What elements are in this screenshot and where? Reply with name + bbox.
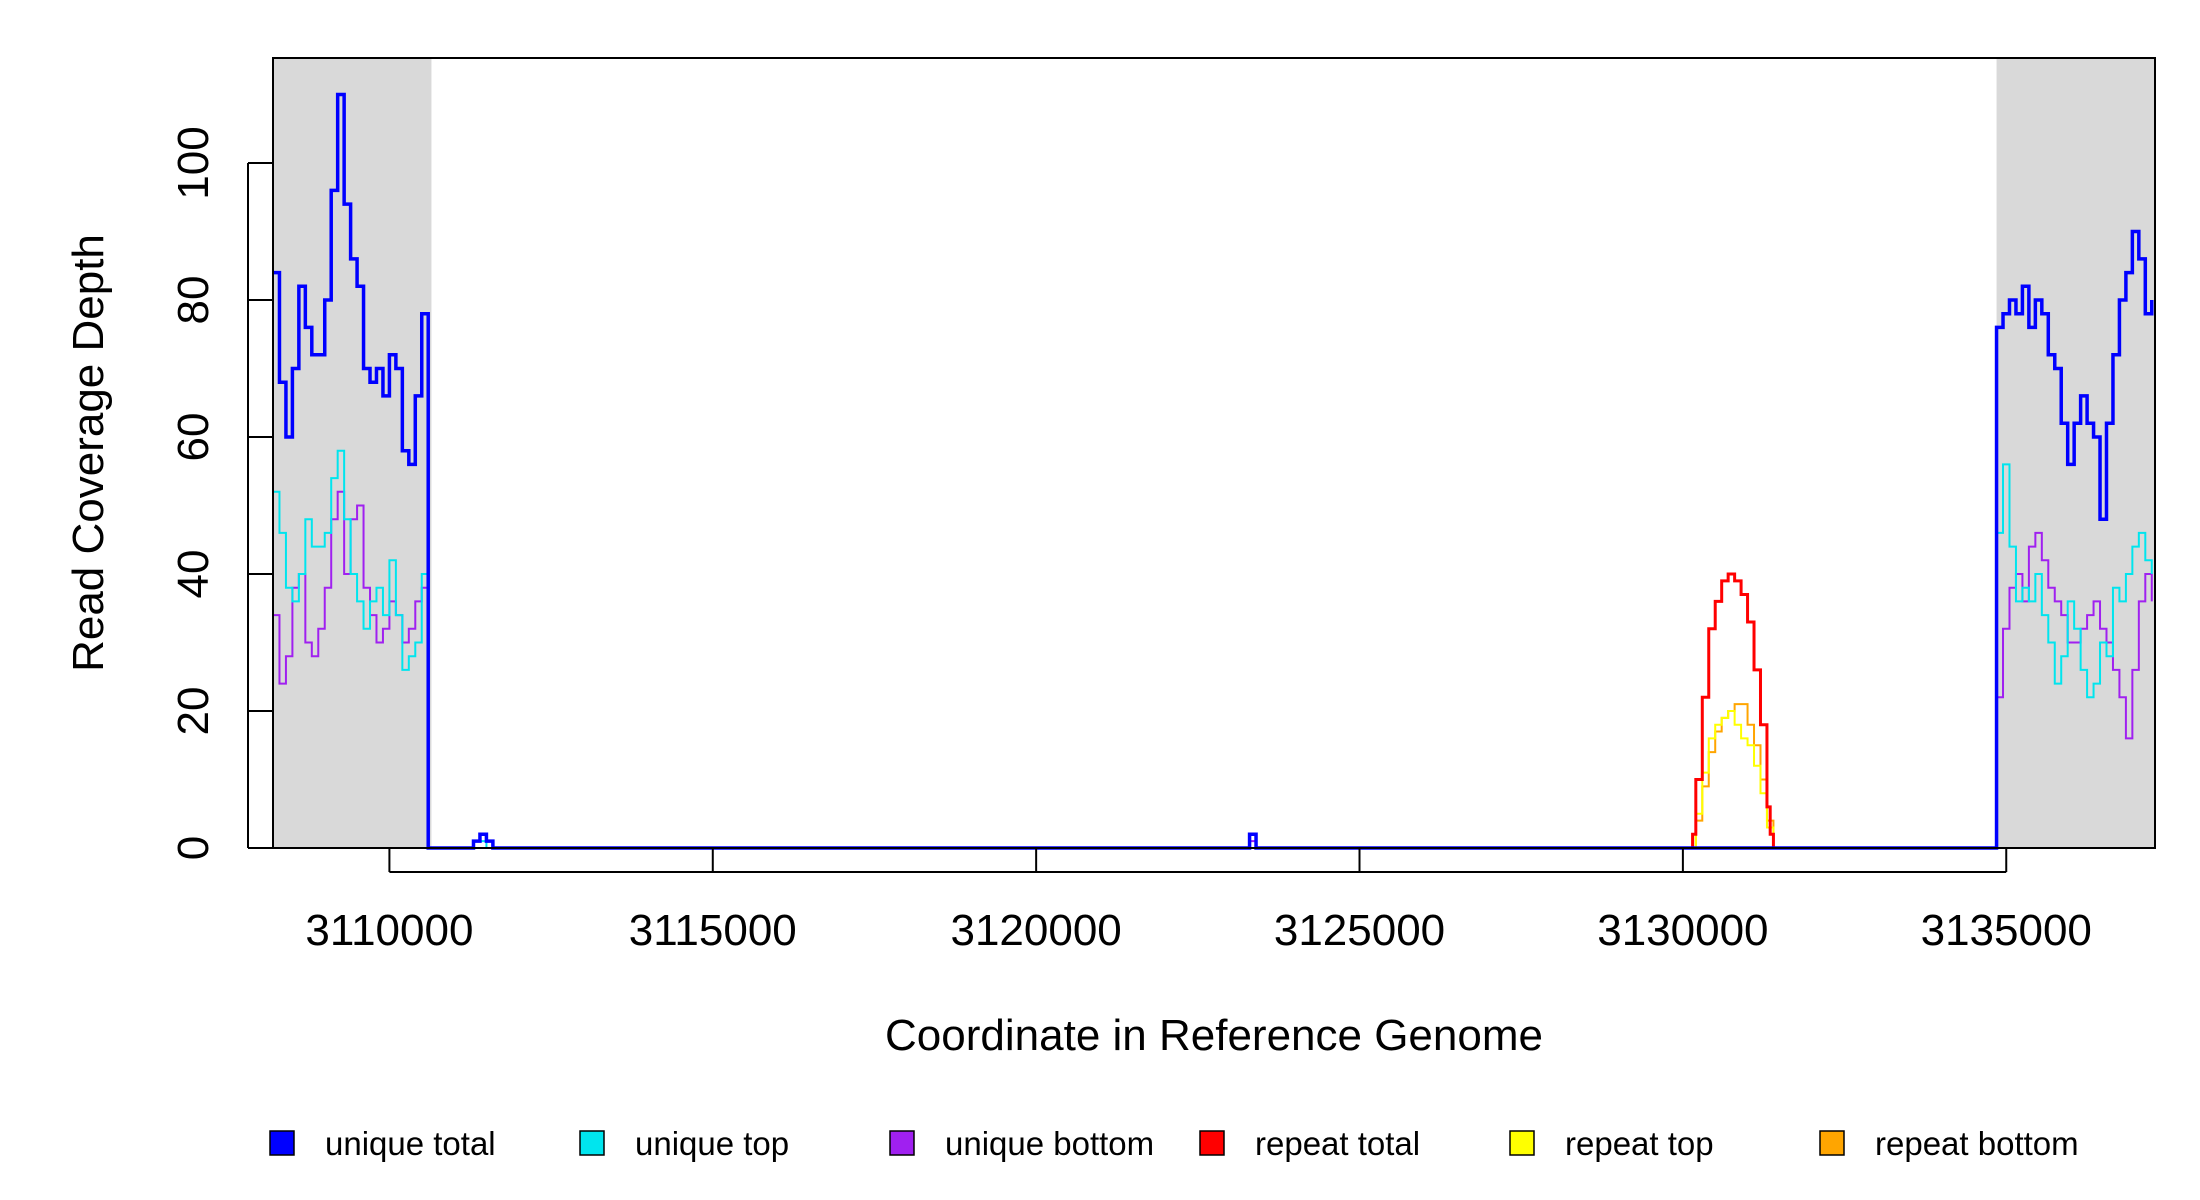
shaded-regions [273,58,2155,848]
x-tick-label: 3110000 [305,906,473,955]
y-tick-label: 20 [169,687,218,736]
x-axis: 3110000 3115000 3120000 3125000 3130000 31350… [305,848,2092,955]
legend-item-unique-bottom: unique bottom [889,1125,1154,1162]
x-tick-label: 3115000 [629,906,797,955]
y-tick-label: 80 [169,276,218,325]
legend-item-repeat-top: repeat top [1509,1125,1714,1162]
y-tick-label: 100 [169,126,218,199]
legend-label: unique top [635,1125,789,1162]
legend-label: unique total [325,1125,496,1162]
legend-swatch [1199,1130,1225,1156]
legend-swatch [1819,1130,1845,1156]
y-tick-label: 0 [169,836,218,860]
shaded-region-1 [273,58,432,848]
legend-label: repeat total [1255,1125,1420,1162]
y-tick-label: 60 [169,413,218,462]
legend-item-repeat-bottom: repeat bottom [1819,1125,2079,1162]
x-tick-label: 3135000 [1921,906,2092,955]
series-line-repeat-total [1689,572,1775,850]
legend-item-unique-top: unique top [579,1125,789,1162]
legend-label: repeat top [1565,1125,1714,1162]
x-tick-label: 3130000 [1597,906,1768,955]
series-line-repeat-bottom [273,703,2155,849]
legend-label: repeat bottom [1875,1125,2079,1162]
series-line-unique-top [273,449,2153,849]
series-line-unique-bottom [273,490,2153,849]
legend-label: unique bottom [945,1125,1154,1162]
series-line-repeat-top [1689,710,1775,849]
y-axis-title: Read Coverage Depth [64,234,113,672]
legend-swatch [269,1130,295,1156]
x-tick-label: 3120000 [950,906,1121,955]
x-axis-title: Coordinate in Reference Genome [885,1011,1543,1060]
legend-swatch [579,1130,605,1156]
series-line-unique-total [273,92,2154,850]
legend: unique total unique top unique bottom repea… [269,1125,2079,1162]
y-axis: 0 20 40 60 80 100 [169,126,273,860]
legend-item-unique-total: unique total [269,1125,496,1162]
legend-swatch [889,1130,915,1156]
legend-swatch [1509,1130,1535,1156]
x-tick-label: 3125000 [1274,906,1445,955]
y-tick-label: 40 [169,550,218,599]
series-lines [273,92,2155,850]
legend-item-repeat-total: repeat total [1199,1125,1420,1162]
plot-frame [272,57,2156,849]
